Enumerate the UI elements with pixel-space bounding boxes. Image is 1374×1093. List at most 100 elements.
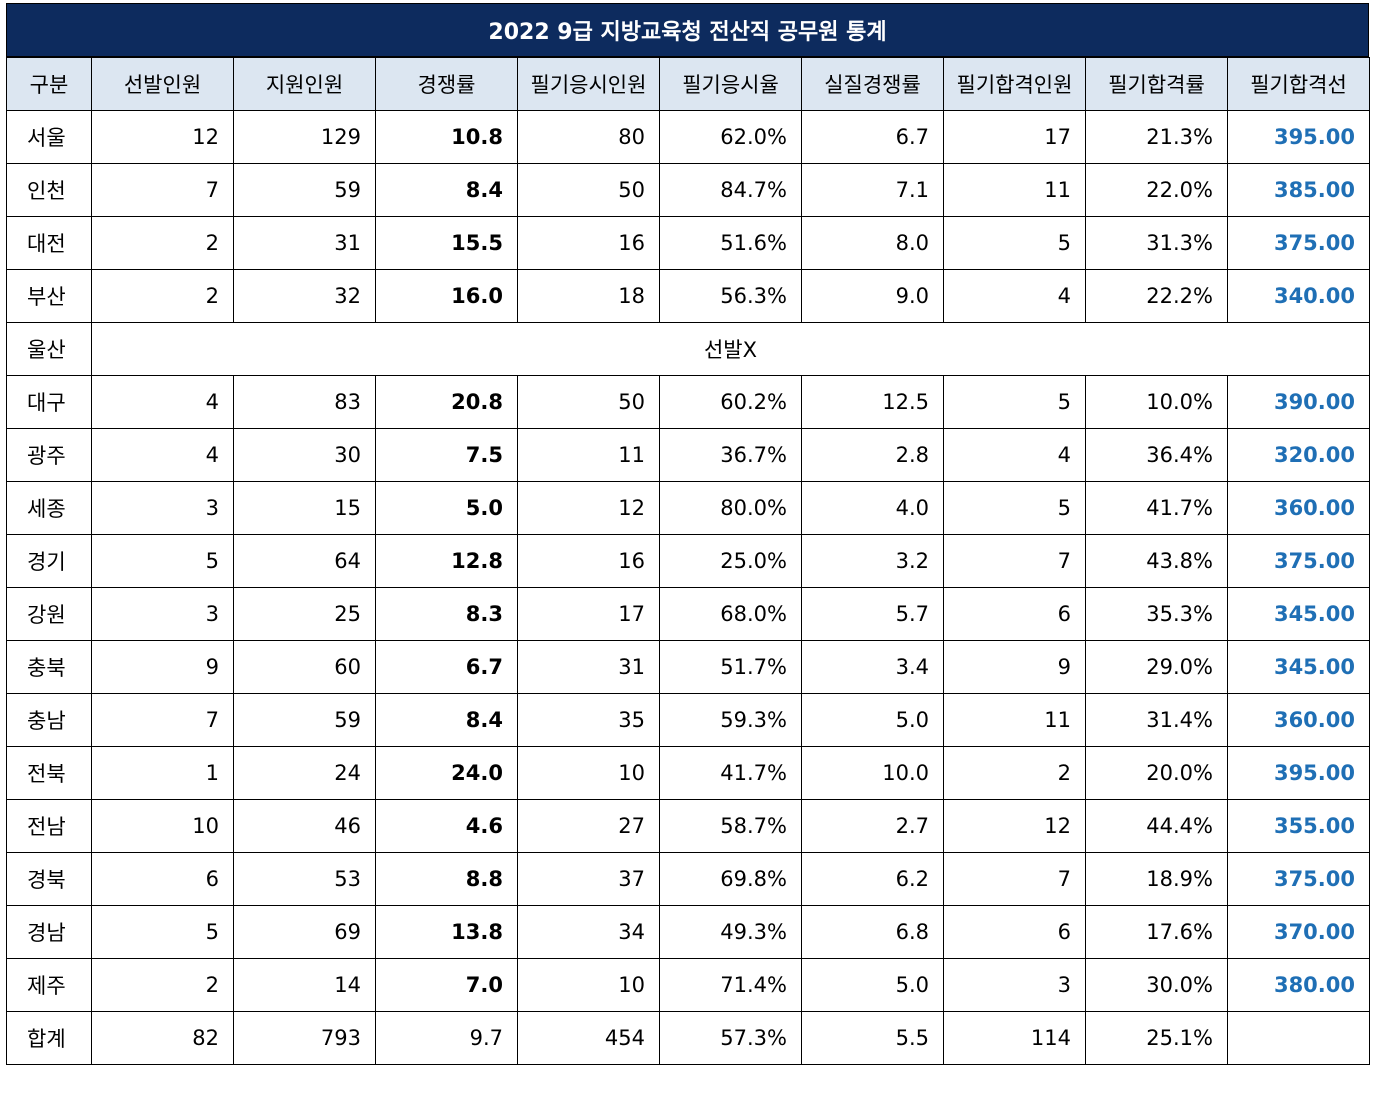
table-cell: 20.0% (1085, 746, 1228, 800)
table-cell: 18 (517, 269, 660, 323)
table-cell: 32 (233, 269, 376, 323)
table-cell: 35.3% (1085, 587, 1228, 641)
region-cell: 세종 (6, 481, 92, 535)
table-cell: 15 (233, 481, 376, 535)
table-cell: 41.7% (659, 746, 802, 800)
table-cell: 10 (517, 958, 660, 1012)
region-cell: 경기 (6, 534, 92, 588)
table-cell: 1 (91, 746, 234, 800)
table-cell: 21.3% (1085, 110, 1228, 164)
table-cell: 44.4% (1085, 799, 1228, 853)
table-row: 충남 7 59 8.4 35 59.3% 5.0 11 31.4% 360.00 (6, 693, 1370, 747)
region-cell: 광주 (6, 428, 92, 482)
table-cell: 60.2% (659, 375, 802, 429)
table-cell: 3 (943, 958, 1086, 1012)
table-cell: 27 (517, 799, 660, 853)
table-cell: 3.4 (801, 640, 944, 694)
table-cell: 14 (233, 958, 376, 1012)
region-cell: 경북 (6, 852, 92, 906)
region-cell: 합계 (6, 1011, 92, 1065)
table-cell: 53 (233, 852, 376, 906)
header-cell: 필기응시율 (659, 57, 802, 111)
table-cell: 8.4 (375, 163, 518, 217)
table-cell: 2.8 (801, 428, 944, 482)
region-cell: 충남 (6, 693, 92, 747)
table-cell: 5 (91, 905, 234, 959)
table-cell: 380.00 (1227, 958, 1370, 1012)
total-row: 합계 82 793 9.7 454 57.3% 5.5 114 25.1% (6, 1011, 1370, 1065)
table-cell: 454 (517, 1011, 660, 1065)
table-cell: 7 (91, 693, 234, 747)
table-cell: 31.4% (1085, 693, 1228, 747)
table-cell (1227, 1011, 1370, 1065)
table-cell: 360.00 (1227, 693, 1370, 747)
table-cell: 12 (943, 799, 1086, 853)
table-cell: 49.3% (659, 905, 802, 959)
table-cell: 395.00 (1227, 746, 1370, 800)
table-cell: 5.0 (801, 958, 944, 1012)
table-row: 광주 4 30 7.5 11 36.7% 2.8 4 36.4% 320.00 (6, 428, 1370, 482)
header-cell: 지원인원 (233, 57, 376, 111)
region-cell: 전남 (6, 799, 92, 853)
table-cell: 4 (91, 428, 234, 482)
table-cell: 35 (517, 693, 660, 747)
table-cell: 24 (233, 746, 376, 800)
table-cell: 56.3% (659, 269, 802, 323)
region-cell: 경남 (6, 905, 92, 959)
table-cell: 10.8 (375, 110, 518, 164)
table-row: 대전 2 31 15.5 16 51.6% 8.0 5 31.3% 375.00 (6, 216, 1370, 270)
table-cell: 9.7 (375, 1011, 518, 1065)
table-cell: 9 (943, 640, 1086, 694)
header-cell: 필기합격선 (1227, 57, 1370, 111)
table-cell: 6.7 (801, 110, 944, 164)
table-cell: 31.3% (1085, 216, 1228, 270)
table-cell: 3.2 (801, 534, 944, 588)
table-cell: 2.7 (801, 799, 944, 853)
table-cell: 385.00 (1227, 163, 1370, 217)
header-row: 구분 선발인원 지원인원 경쟁률 필기응시인원 필기응시율 실질경쟁률 필기합격… (6, 57, 1370, 111)
header-cell: 경쟁률 (375, 57, 518, 111)
table-cell: 4 (943, 428, 1086, 482)
table-cell: 395.00 (1227, 110, 1370, 164)
table-cell: 57.3% (659, 1011, 802, 1065)
table-cell: 7.0 (375, 958, 518, 1012)
table-cell: 50 (517, 163, 660, 217)
table-cell: 80 (517, 110, 660, 164)
table-cell: 59 (233, 693, 376, 747)
table-cell: 43.8% (1085, 534, 1228, 588)
table-cell: 5.0 (801, 693, 944, 747)
table-cell: 2 (91, 958, 234, 1012)
table-cell: 3 (91, 481, 234, 535)
table-cell: 58.7% (659, 799, 802, 853)
table-cell: 7.5 (375, 428, 518, 482)
table-cell: 5 (943, 481, 1086, 535)
stats-sheet: 2022 9급 지방교육청 전산직 공무원 통계 구분 선발인원 지원인원 경쟁… (6, 3, 1370, 1065)
table-cell: 375.00 (1227, 852, 1370, 906)
table-cell: 129 (233, 110, 376, 164)
table-cell: 375.00 (1227, 534, 1370, 588)
table-row: 경남 5 69 13.8 34 49.3% 6.8 6 17.6% 370.00 (6, 905, 1370, 959)
table-cell: 6 (91, 852, 234, 906)
table-cell: 12.8 (375, 534, 518, 588)
region-cell: 인천 (6, 163, 92, 217)
header-cell: 필기합격률 (1085, 57, 1228, 111)
table-cell: 345.00 (1227, 587, 1370, 641)
table-cell: 16 (517, 216, 660, 270)
table-cell: 31 (233, 216, 376, 270)
table-cell: 37 (517, 852, 660, 906)
table-cell: 360.00 (1227, 481, 1370, 535)
table-cell: 20.8 (375, 375, 518, 429)
table-cell: 7 (943, 534, 1086, 588)
table-cell: 7 (91, 163, 234, 217)
table-cell: 59.3% (659, 693, 802, 747)
table-cell: 793 (233, 1011, 376, 1065)
header-cell: 구분 (6, 57, 92, 111)
table-cell: 6.7 (375, 640, 518, 694)
region-cell: 부산 (6, 269, 92, 323)
table-cell: 18.9% (1085, 852, 1228, 906)
table-cell: 59 (233, 163, 376, 217)
table-cell: 30 (233, 428, 376, 482)
table-cell: 12.5 (801, 375, 944, 429)
table-cell: 11 (517, 428, 660, 482)
table-cell: 25.1% (1085, 1011, 1228, 1065)
